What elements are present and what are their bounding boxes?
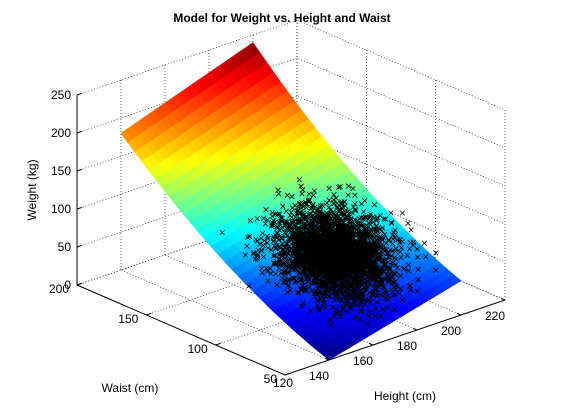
x-tick-label: 140 xyxy=(309,369,329,383)
tick-labels: 0 50 100 150 200 250 50 100 150 200 140 160 180 200 22… xyxy=(49,88,505,390)
scatter-markers xyxy=(219,177,439,328)
x-tick-label: 180 xyxy=(397,339,417,353)
x-tick-mark xyxy=(324,357,330,361)
z-axis-label: Weight (kg) xyxy=(25,159,39,220)
x-tick-label: 120 xyxy=(273,376,293,390)
z-tick-mark xyxy=(76,168,83,172)
x-tick-mark xyxy=(500,297,506,301)
z-tick-label: 150 xyxy=(51,164,71,178)
y-tick-mark xyxy=(284,372,291,376)
x-tick-mark xyxy=(368,342,374,346)
y-axis-label: Waist (cm) xyxy=(102,381,159,395)
x-tick-label: 220 xyxy=(485,309,505,323)
y-tick-label: 150 xyxy=(118,312,138,326)
axes-box xyxy=(76,95,506,376)
z-tick-label: 100 xyxy=(51,202,71,216)
y-tick-mark xyxy=(146,312,152,316)
z-tick-label: 0 xyxy=(64,278,71,292)
z-tick-label: 250 xyxy=(51,88,71,102)
y-tick-label: 50 xyxy=(264,372,278,386)
model-surface xyxy=(120,42,462,361)
x-tick-label: 200 xyxy=(441,324,461,338)
y-tick-label: 200 xyxy=(49,282,69,296)
z-tick-label: 200 xyxy=(51,126,71,140)
z-tick-mark xyxy=(76,206,83,210)
z-tick-mark xyxy=(76,244,83,248)
y-tick-mark xyxy=(76,282,83,286)
x-axis-label: Height (cm) xyxy=(374,389,436,403)
z-tick-label: 50 xyxy=(58,240,72,254)
x-tick-label: 160 xyxy=(353,354,373,368)
surface-patch xyxy=(448,274,462,285)
chart-title: Model for Weight vs. Height and Waist xyxy=(173,11,390,25)
data-points xyxy=(219,177,439,328)
y-tick-label: 100 xyxy=(188,342,208,356)
axis-edges xyxy=(76,95,506,376)
y-tick-mark xyxy=(215,342,221,346)
z-tick-mark xyxy=(76,130,83,134)
z-tick-mark xyxy=(76,92,83,96)
x-tick-mark xyxy=(412,327,418,331)
x-tick-mark xyxy=(456,312,462,316)
